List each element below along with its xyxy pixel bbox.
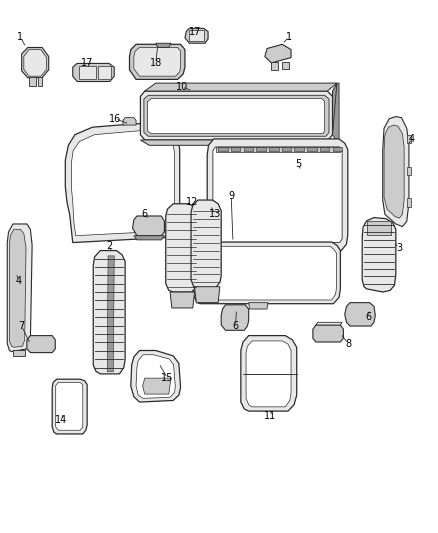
Polygon shape <box>246 341 291 407</box>
Text: 5: 5 <box>295 159 302 169</box>
Polygon shape <box>191 200 221 288</box>
Polygon shape <box>244 148 253 151</box>
Text: 3: 3 <box>396 243 402 253</box>
Polygon shape <box>123 118 136 125</box>
Text: 4: 4 <box>409 134 415 144</box>
Polygon shape <box>345 303 375 326</box>
Polygon shape <box>194 242 340 304</box>
Polygon shape <box>166 204 198 292</box>
Polygon shape <box>207 139 348 251</box>
Polygon shape <box>231 148 240 151</box>
Polygon shape <box>130 44 185 79</box>
Polygon shape <box>155 43 171 47</box>
Text: 2: 2 <box>107 241 113 251</box>
Polygon shape <box>148 99 325 134</box>
Polygon shape <box>362 217 396 292</box>
Polygon shape <box>13 351 25 356</box>
Polygon shape <box>79 66 96 79</box>
Text: 6: 6 <box>233 321 239 331</box>
Polygon shape <box>332 83 337 135</box>
Text: 4: 4 <box>16 277 22 286</box>
Polygon shape <box>73 63 114 82</box>
Polygon shape <box>221 305 249 330</box>
Polygon shape <box>136 355 175 398</box>
Polygon shape <box>93 251 125 374</box>
Polygon shape <box>107 256 114 372</box>
Polygon shape <box>144 95 329 136</box>
Polygon shape <box>332 83 339 146</box>
Polygon shape <box>141 91 332 140</box>
Text: 9: 9 <box>228 191 234 201</box>
Polygon shape <box>52 379 87 434</box>
Polygon shape <box>7 224 32 352</box>
Polygon shape <box>213 147 342 243</box>
Polygon shape <box>218 148 228 151</box>
Text: 17: 17 <box>81 59 93 68</box>
Polygon shape <box>141 140 339 146</box>
Polygon shape <box>265 44 291 63</box>
Text: 14: 14 <box>55 415 67 425</box>
Polygon shape <box>249 303 268 309</box>
Polygon shape <box>313 325 343 342</box>
Polygon shape <box>283 62 289 69</box>
Polygon shape <box>367 221 392 235</box>
Text: 1: 1 <box>17 32 23 42</box>
Polygon shape <box>269 148 279 151</box>
Polygon shape <box>170 292 194 308</box>
Polygon shape <box>185 28 208 43</box>
Polygon shape <box>407 198 411 207</box>
Polygon shape <box>241 336 297 411</box>
Polygon shape <box>332 148 342 151</box>
Polygon shape <box>143 378 171 394</box>
Polygon shape <box>316 322 342 325</box>
Polygon shape <box>407 166 411 175</box>
Polygon shape <box>21 47 49 78</box>
Text: 15: 15 <box>161 373 174 383</box>
Text: 16: 16 <box>109 114 121 124</box>
Text: 8: 8 <box>345 338 351 349</box>
Polygon shape <box>215 147 339 152</box>
Text: 1: 1 <box>286 32 292 42</box>
Text: 17: 17 <box>189 27 201 37</box>
Text: 13: 13 <box>209 209 222 220</box>
Polygon shape <box>133 216 164 236</box>
Polygon shape <box>145 83 337 91</box>
Polygon shape <box>384 125 404 218</box>
Text: 10: 10 <box>176 82 188 92</box>
Polygon shape <box>24 50 46 76</box>
Polygon shape <box>198 246 336 300</box>
Text: 12: 12 <box>186 197 198 207</box>
Text: 18: 18 <box>149 59 162 68</box>
Polygon shape <box>71 130 174 236</box>
Polygon shape <box>134 47 180 76</box>
Polygon shape <box>320 148 329 151</box>
Polygon shape <box>294 148 304 151</box>
Polygon shape <box>189 30 204 41</box>
Polygon shape <box>98 66 111 79</box>
Polygon shape <box>134 236 164 240</box>
Text: 6: 6 <box>365 312 371 322</box>
Text: 11: 11 <box>265 411 277 422</box>
Polygon shape <box>307 148 317 151</box>
Polygon shape <box>38 77 42 86</box>
Text: 6: 6 <box>142 209 148 220</box>
Polygon shape <box>194 287 220 303</box>
Polygon shape <box>27 336 55 353</box>
Polygon shape <box>65 123 180 243</box>
Polygon shape <box>383 117 409 227</box>
Polygon shape <box>29 77 36 86</box>
Polygon shape <box>56 382 83 430</box>
Polygon shape <box>407 135 411 143</box>
Polygon shape <box>282 148 291 151</box>
Text: 7: 7 <box>18 321 25 331</box>
Polygon shape <box>271 62 278 70</box>
Polygon shape <box>131 351 180 402</box>
Polygon shape <box>256 148 266 151</box>
Polygon shape <box>10 229 26 348</box>
